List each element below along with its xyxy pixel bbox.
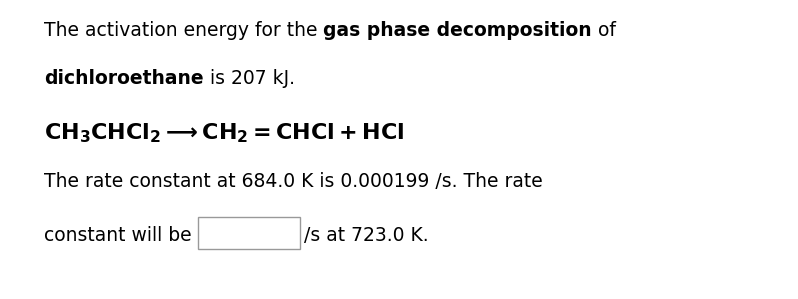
Text: The rate constant at 684.0 K is 0.000199 /s. The rate: The rate constant at 684.0 K is 0.000199… (44, 172, 543, 191)
Text: constant will be: constant will be (44, 226, 198, 245)
Text: /s at 723.0 K.: /s at 723.0 K. (305, 226, 429, 245)
Text: of: of (592, 21, 616, 40)
Text: is 207 kJ.: is 207 kJ. (203, 69, 294, 88)
Text: gas phase decomposition: gas phase decomposition (323, 21, 592, 40)
Text: The activation energy for the: The activation energy for the (44, 21, 323, 40)
Text: dichloroethane: dichloroethane (44, 69, 203, 88)
Text: $\bf{CH_3CHCl_2{\longrightarrow}CH_2{=}CHCl + HCl}$: $\bf{CH_3CHCl_2{\longrightarrow}CH_2{=}C… (44, 121, 405, 145)
